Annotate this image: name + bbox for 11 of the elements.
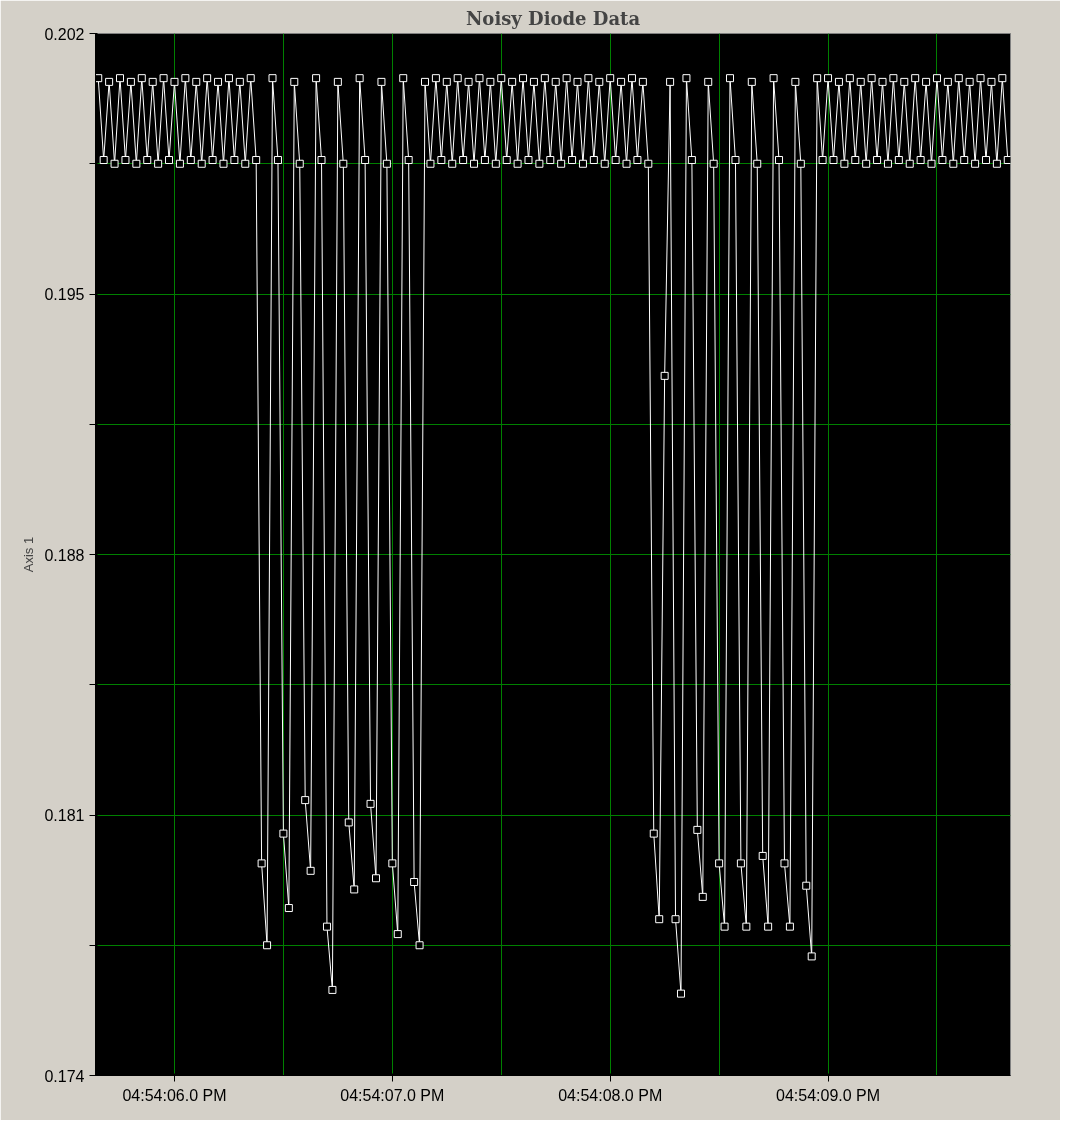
x-tick-label: 04:54:09.0 PM [776, 1086, 881, 1104]
x-tick-label: 04:54:06.0 PM [122, 1086, 227, 1104]
y-tick-label: 0.174 [44, 1067, 85, 1085]
chart-title: Noisy Diode Data [465, 7, 641, 29]
y-tick-label: 0.181 [44, 807, 85, 824]
y-tick-label: 0.188 [44, 546, 85, 564]
y-tick-label: 0.202 [44, 25, 85, 43]
y-tick-label: 0.195 [44, 286, 85, 303]
x-tick-label: 04:54:08.0 PM [558, 1086, 663, 1104]
y-axis-title: Axis 1 [21, 536, 37, 573]
x-tick-label: 04:54:07.0 PM [340, 1086, 445, 1104]
